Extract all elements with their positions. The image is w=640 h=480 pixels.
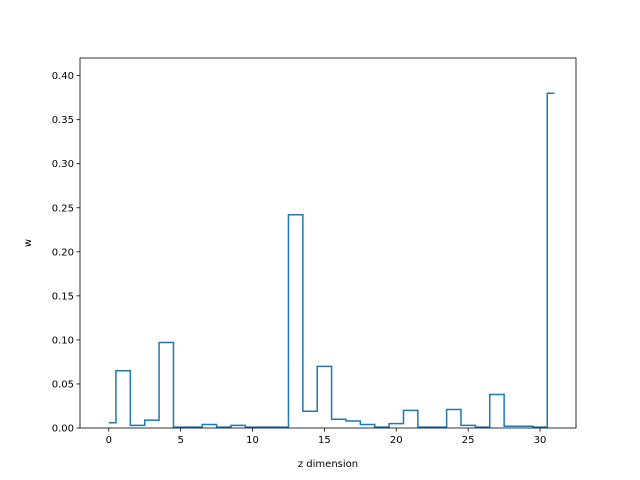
x-tick-label: 5 [177,435,183,446]
y-tick-label: 0.40 [52,71,74,82]
y-tick-label: 0.00 [52,424,74,435]
x-tick-label: 25 [462,435,475,446]
x-tick-label: 30 [534,435,547,446]
y-tick-label: 0.25 [52,203,74,214]
x-axis-ticks: 0 5 10 15 20 25 30 [106,428,547,446]
y-tick-label: 0.20 [52,247,74,258]
y-axis-label: w [23,239,34,247]
plot-background [80,58,576,428]
x-axis-label: z dimension [298,459,358,470]
plot-frame [79,57,577,429]
y-tick-label: 0.10 [52,335,74,346]
y-tick-label: 0.05 [52,379,74,390]
x-tick-label: 0 [106,435,112,446]
y-tick-label: 0.30 [52,159,74,170]
x-tick-label: 15 [318,435,331,446]
x-tick-label: 20 [390,435,403,446]
x-tick-label: 10 [246,435,259,446]
y-tick-label: 0.35 [52,115,74,126]
series-line [108,92,555,428]
y-axis-ticks: 0.00 0.05 0.10 0.15 0.20 0.25 0.30 0.35 0.40 [52,71,80,435]
y-tick-label: 0.15 [52,291,74,302]
